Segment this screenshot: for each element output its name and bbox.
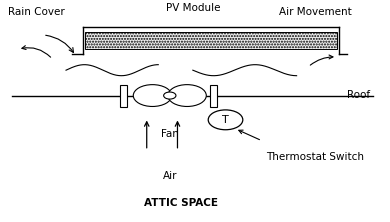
Text: PV Module: PV Module: [166, 3, 220, 13]
Text: Rain Cover: Rain Cover: [8, 7, 65, 17]
Text: Thermostat Switch: Thermostat Switch: [266, 152, 364, 162]
Bar: [210, 85, 217, 107]
Text: ATTIC SPACE: ATTIC SPACE: [144, 198, 218, 208]
Bar: [85, 32, 337, 49]
Text: Air Movement: Air Movement: [280, 7, 352, 17]
Text: Roof: Roof: [347, 90, 370, 100]
Text: Fan: Fan: [161, 129, 179, 139]
Ellipse shape: [168, 85, 206, 107]
Circle shape: [164, 92, 176, 99]
Text: T: T: [222, 115, 229, 125]
Ellipse shape: [133, 85, 172, 107]
Bar: [120, 85, 127, 107]
Text: Air: Air: [163, 170, 177, 180]
Circle shape: [208, 110, 243, 130]
